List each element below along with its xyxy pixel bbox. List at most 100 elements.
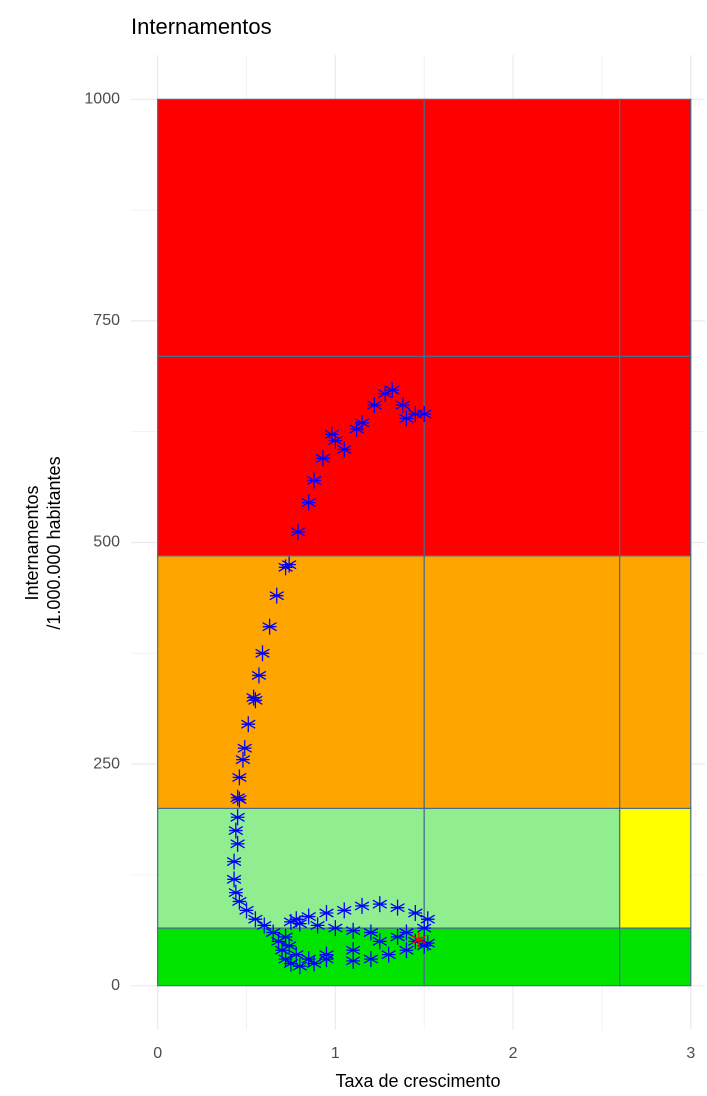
point <box>416 920 432 937</box>
point <box>363 924 379 941</box>
y-tick-label: 750 <box>93 312 120 329</box>
point <box>289 946 304 963</box>
zone <box>157 355 425 557</box>
point <box>336 441 352 458</box>
point <box>237 740 252 757</box>
point <box>372 896 388 913</box>
point <box>319 946 334 963</box>
y-tick-label: 0 <box>111 977 120 994</box>
y-axis-label: /1.000.000 habitantes <box>44 456 64 629</box>
point <box>345 922 361 939</box>
point <box>336 902 352 919</box>
zone <box>157 807 425 929</box>
y-tick-label: 250 <box>93 755 120 772</box>
point <box>306 955 322 972</box>
point <box>269 587 284 604</box>
point <box>301 494 316 511</box>
point <box>395 397 411 414</box>
point <box>310 917 325 934</box>
zone <box>619 355 692 557</box>
point <box>381 946 396 963</box>
point <box>354 414 370 431</box>
point <box>399 410 414 427</box>
zone <box>157 98 425 357</box>
point <box>232 893 247 910</box>
point <box>416 405 432 422</box>
zone <box>423 98 621 357</box>
zone <box>423 927 621 987</box>
point <box>367 397 382 414</box>
point <box>235 751 251 768</box>
y-tick-label: 500 <box>93 534 120 551</box>
x-tick-label: 0 <box>153 1045 162 1062</box>
point <box>301 951 316 968</box>
point <box>265 924 281 941</box>
zone <box>157 555 425 810</box>
x-tick-label: 3 <box>686 1045 695 1062</box>
point <box>292 915 308 932</box>
x-axis-label: Taxa de crescimento <box>335 1071 500 1091</box>
point <box>239 902 254 919</box>
point <box>226 853 242 870</box>
point <box>289 911 304 928</box>
point <box>228 884 244 901</box>
point <box>226 871 242 888</box>
point <box>251 667 267 684</box>
point <box>345 942 361 959</box>
y-axis-label: Internamentos <box>22 485 42 600</box>
point <box>372 933 388 950</box>
zone <box>619 807 692 929</box>
zone <box>619 555 692 810</box>
point <box>228 822 244 839</box>
y-tick-label: 1000 <box>84 91 120 108</box>
point <box>420 911 436 928</box>
point <box>281 937 297 954</box>
point <box>257 917 272 934</box>
x-tick-label: 2 <box>509 1045 518 1062</box>
point <box>278 951 293 968</box>
zone <box>423 555 621 810</box>
point <box>411 931 427 948</box>
zone <box>619 927 692 987</box>
point <box>349 421 364 438</box>
point <box>328 920 343 937</box>
point <box>345 952 361 969</box>
point <box>246 689 261 706</box>
point <box>230 809 245 826</box>
point <box>278 928 293 945</box>
point <box>408 905 423 921</box>
point <box>399 942 414 959</box>
chart-title: Internamentos <box>131 14 272 39</box>
point <box>354 897 370 914</box>
point <box>255 645 270 662</box>
point <box>241 716 256 733</box>
point <box>420 935 436 952</box>
point <box>232 769 247 786</box>
point <box>248 692 263 709</box>
point <box>408 405 423 422</box>
point <box>271 933 286 950</box>
point <box>390 928 405 945</box>
point <box>248 911 263 928</box>
point <box>319 905 334 921</box>
point <box>363 951 379 968</box>
point <box>278 559 293 576</box>
point <box>324 426 340 443</box>
point <box>315 450 331 467</box>
point <box>230 835 245 852</box>
point <box>232 791 247 808</box>
point <box>399 924 414 941</box>
x-tick-label: 1 <box>331 1045 340 1062</box>
zone <box>619 98 692 357</box>
point <box>274 942 290 959</box>
zone <box>423 807 621 929</box>
point <box>283 955 299 972</box>
zone <box>423 355 621 557</box>
point <box>292 958 308 975</box>
point <box>306 472 322 489</box>
point <box>390 899 405 916</box>
point <box>290 523 306 540</box>
point <box>328 432 343 449</box>
